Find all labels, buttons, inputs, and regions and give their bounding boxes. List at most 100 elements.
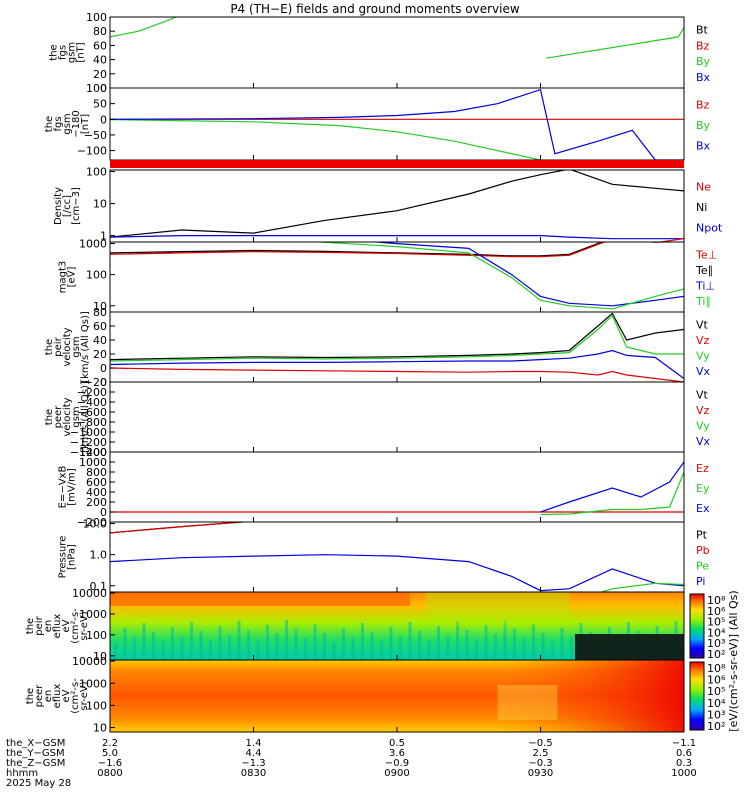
y-axis-label: the <box>44 339 55 355</box>
panel-frame-fgs <box>109 16 685 89</box>
spectrogram-peer-spectrogram <box>110 660 684 732</box>
y-axis-label: eV <box>61 619 72 632</box>
ephemeris-value: 2.2 <box>102 738 118 749</box>
y-axis-label: peir <box>34 615 45 635</box>
y-axis-label: [mV/m] <box>67 468 78 506</box>
spectrogram-streak <box>503 620 507 660</box>
y-tick-label: −1200 <box>70 436 107 449</box>
y-axis-label: peer <box>34 684 45 708</box>
legend-label-Pt: Pt <box>696 528 708 541</box>
colorbar-tick-label: 10² <box>707 648 725 661</box>
spectrogram-streak <box>551 642 554 660</box>
series-line-Vx <box>110 349 684 379</box>
spectrogram-streak <box>370 632 374 660</box>
y-axis-label: [km/s (All Qs)] <box>80 311 91 383</box>
spectrogram-streak <box>304 638 307 660</box>
series-line-Te⊥ <box>110 242 677 258</box>
y-tick-label: 0 <box>100 362 107 375</box>
spectrogram-streak <box>484 625 488 660</box>
colorbar-peer-spectrogram <box>689 661 705 731</box>
legend-label-Bx: Bx <box>696 140 711 153</box>
spectrogram-streak <box>513 629 516 660</box>
y-axis-label: the <box>49 44 60 60</box>
y-axis-label: velocity <box>62 397 73 436</box>
y-tick-label: 10000 <box>72 655 107 668</box>
spectrogram-streak <box>152 632 155 660</box>
panel-frame-fgs-dsl <box>109 87 685 161</box>
colorbar-tick-label: 10⁴ <box>707 626 726 639</box>
series-line-Npot <box>110 235 684 240</box>
legend-label-Bz: Bz <box>696 39 710 52</box>
spectrogram-streak <box>342 628 345 660</box>
y-tick-label: 10 <box>93 198 107 211</box>
spectrogram-streak <box>427 640 431 660</box>
spectrogram-streak <box>190 622 193 660</box>
legend-label-Ex: Ex <box>696 502 710 515</box>
ephemeris-value: −1.1 <box>672 738 696 749</box>
spectrogram-streak <box>247 630 250 660</box>
legend-label-Npot: Npot <box>696 222 723 235</box>
y-axis-label: gsm <box>62 113 73 134</box>
legend-label-Vz: Vz <box>696 334 710 347</box>
ephemeris-value: −1.6 <box>98 758 122 769</box>
spectrogram-streak <box>522 638 526 660</box>
y-tick-label: −1000 <box>70 426 107 439</box>
legend-label-Te⊥: Te⊥ <box>695 248 717 261</box>
spectrogram-streak <box>171 627 174 660</box>
spectrogram-streak <box>142 623 146 660</box>
series-line-Ti⊥ <box>368 242 684 307</box>
y-tick-label: 100 <box>86 11 107 24</box>
series-line-By <box>110 119 541 160</box>
y-tick-label: 20 <box>93 68 107 81</box>
y-axis-label: velocity <box>62 327 73 366</box>
ephemeris-row-label: 2025 May 28 <box>6 778 71 789</box>
y-axis-label: gsm <box>71 336 82 357</box>
y-axis-label: gsm <box>67 42 78 63</box>
legend-label-Ne: Ne <box>696 180 711 193</box>
spectrogram-streak <box>570 637 573 660</box>
spectrogram-streak <box>256 639 260 660</box>
y-tick-label: 1.0 <box>90 549 108 562</box>
y-tick-label: 10 <box>93 650 107 663</box>
ephemeris-value: −0.3 <box>528 758 552 769</box>
series-group-fgs <box>110 17 684 59</box>
y-axis-label: eflux <box>52 684 63 709</box>
spectrogram-green-patch <box>425 592 570 626</box>
series-line-Ex <box>540 461 684 513</box>
y-tick-label: −200 <box>77 516 107 529</box>
spectrogram-streak <box>418 631 421 660</box>
spectrogram-streak <box>199 631 203 660</box>
y-tick-label: −1400 <box>70 446 107 459</box>
y-axis-label: magt3 <box>58 261 69 294</box>
ephemeris-value: 0930 <box>528 768 553 779</box>
y-tick-label: 1000 <box>79 238 107 251</box>
spectrogram-peir-spectrogram <box>110 592 684 660</box>
series-line-Vy <box>110 314 684 362</box>
spectrogram-streak <box>399 636 402 660</box>
series-line-Vt <box>110 312 684 361</box>
y-tick-label: 0 <box>100 376 107 389</box>
colorbar-tick-label: 10³ <box>707 708 725 721</box>
legend-label-Ti⊥: Ti⊥ <box>695 280 715 293</box>
y-axis-label: [cm−3] <box>71 187 82 225</box>
y-axis-label: −180 <box>71 110 82 137</box>
spectrogram-late-fill <box>497 660 684 732</box>
ephemeris-value: 0800 <box>97 768 122 779</box>
y-tick-label: 10000 <box>72 587 107 600</box>
y-tick-label: 50 <box>93 98 107 111</box>
spectrogram-streak <box>456 621 459 660</box>
spectrogram-streak <box>351 637 355 660</box>
y-tick-label: 60 <box>93 39 107 52</box>
y-tick-label: 100 <box>86 629 107 642</box>
legend-label-Ni: Ni <box>696 201 707 214</box>
colorbar-tick-label: 10⁶ <box>707 605 726 618</box>
y-tick-label: 1000 <box>79 677 107 690</box>
ephemeris-row-label: the_X−GSM <box>6 738 65 749</box>
y-axis-label: the <box>44 116 55 132</box>
y-tick-label: 1000 <box>79 456 107 469</box>
spectrogram-streak <box>446 635 450 660</box>
y-tick-label: 600 <box>86 476 107 489</box>
colorbar-tick-label: 10⁸ <box>707 662 726 675</box>
ephemeris-value: 0830 <box>241 768 266 779</box>
ephemeris-row-label: the_Z−GSM <box>6 758 65 769</box>
